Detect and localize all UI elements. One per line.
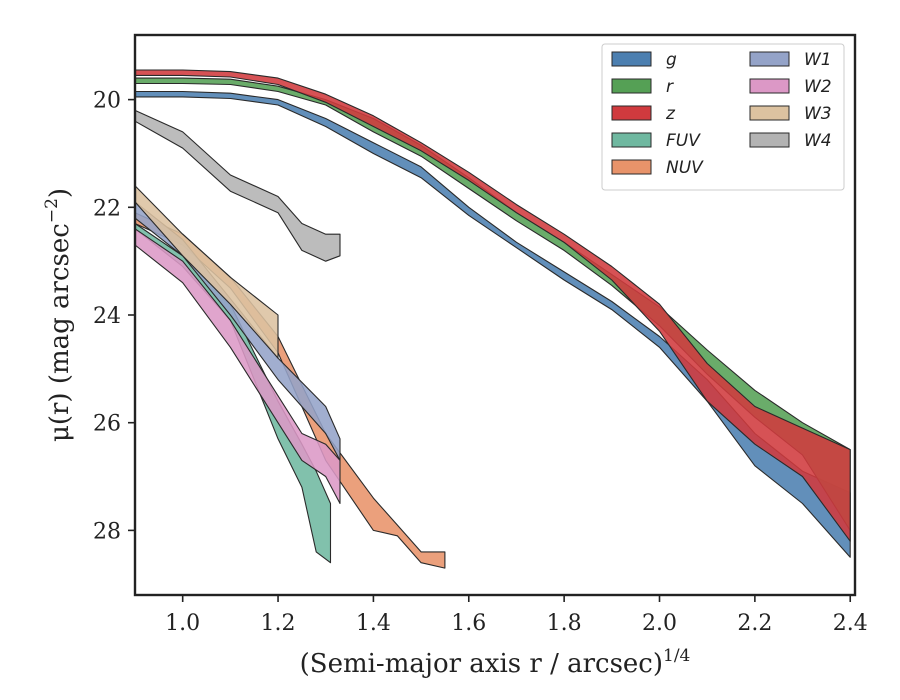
legend-swatch-nuv bbox=[611, 159, 652, 175]
legend-swatch-fuv bbox=[611, 132, 652, 148]
x-tick-label: 1.2 bbox=[261, 611, 296, 636]
y-tick-label: 22 bbox=[93, 196, 121, 221]
y-tick-label: 26 bbox=[93, 412, 121, 437]
x-tick-label: 1.0 bbox=[165, 611, 200, 636]
legend-swatch-g bbox=[611, 51, 652, 67]
band-w2 bbox=[134, 228, 341, 505]
legend-label-w2: W2 bbox=[804, 77, 832, 97]
y-tick-label: 20 bbox=[93, 89, 121, 114]
y-axis-label: μ(r) (mag arcsec−2) bbox=[42, 188, 75, 442]
legend-label-w1: W1 bbox=[804, 50, 832, 70]
legend: grz FUV NUV W1 W2 W3 W4 bbox=[601, 43, 845, 191]
band-layer bbox=[134, 69, 851, 569]
y-tick-label: 24 bbox=[93, 304, 121, 329]
legend-label-r: r bbox=[666, 77, 674, 97]
band-z bbox=[134, 69, 851, 542]
y-tick-label: 28 bbox=[93, 519, 121, 544]
band-g bbox=[134, 90, 851, 558]
x-tick-label: 2.2 bbox=[737, 611, 772, 636]
x-tick-label: 1.6 bbox=[451, 611, 486, 636]
x-axis-ticks: 1.0 1.2 1.4 1.6 1.8 2.0 2.2 2.4 bbox=[165, 595, 868, 636]
legend-swatch-z bbox=[611, 105, 652, 121]
legend-swatch-r bbox=[611, 78, 652, 94]
legend-label-g: g bbox=[666, 50, 677, 70]
band-w4 bbox=[134, 109, 341, 262]
band-w3 bbox=[134, 185, 279, 359]
legend-label-z: z bbox=[665, 104, 676, 124]
legend-label-nuv: NUV bbox=[666, 158, 704, 178]
x-tick-label: 1.4 bbox=[356, 611, 391, 636]
x-tick-label: 2.0 bbox=[642, 611, 677, 636]
legend-label-fuv: FUV bbox=[666, 131, 701, 151]
x-tick-label: 2.4 bbox=[833, 611, 868, 636]
legend-swatch-w1 bbox=[749, 51, 790, 67]
legend-label-w4: W4 bbox=[804, 131, 832, 151]
y-axis-label-exponent: −2 bbox=[42, 198, 62, 223]
legend-swatch-w2 bbox=[749, 78, 790, 94]
legend-swatch-w4 bbox=[749, 132, 790, 148]
x-tick-label: 1.8 bbox=[547, 611, 582, 636]
x-axis-label: (Semi-major axis r / arcsec)1/4 bbox=[300, 646, 691, 679]
y-axis-ticks: 20 22 24 26 28 bbox=[93, 89, 135, 544]
legend-label-w3: W3 bbox=[804, 104, 832, 124]
x-axis-label-exponent: 1/4 bbox=[663, 646, 690, 666]
legend-swatch-w3 bbox=[749, 105, 790, 121]
